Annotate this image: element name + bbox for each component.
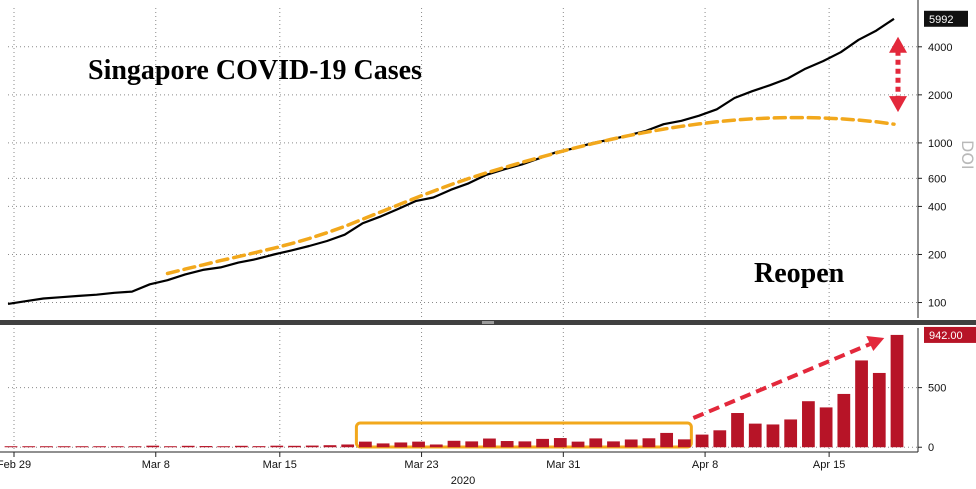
daily-case-bar <box>465 441 479 448</box>
y-tick-label-bottom: 500 <box>928 383 946 395</box>
daily-case-bar <box>252 446 266 448</box>
total-cases-line <box>7 17 895 305</box>
last-value-label-top: 5992 <box>929 14 953 26</box>
y-tick-label-top: 2000 <box>928 90 952 102</box>
daily-case-bar <box>483 438 496 448</box>
daily-case-bar <box>234 445 248 448</box>
x-tick-label: Mar 15 <box>263 459 297 471</box>
daily-case-bar <box>323 445 337 448</box>
y-tick-label-top: 1000 <box>928 138 952 150</box>
daily-case-bar <box>146 445 160 448</box>
chart-title: Singapore COVID-19 Cases <box>88 55 422 86</box>
daily-case-bar <box>766 424 780 448</box>
y-tick-label-top: 200 <box>928 249 946 261</box>
arrow-layer <box>692 36 907 420</box>
daily-case-bar <box>376 443 390 448</box>
daily-case-bar <box>677 439 691 448</box>
daily-case-bar <box>553 438 567 448</box>
daily-case-bar <box>819 407 833 448</box>
daily-case-bar <box>57 446 71 448</box>
x-tick-label: Apr 15 <box>813 459 845 471</box>
daily-case-bar <box>731 413 744 448</box>
daily-case-bar <box>660 432 674 448</box>
daily-case-bar <box>607 441 620 448</box>
bar-layer <box>4 334 904 448</box>
last-value-flag-top <box>924 10 968 27</box>
y-tick-label-top: 4000 <box>928 42 952 54</box>
daily-case-bar <box>4 446 18 448</box>
gap-arrow-head-up <box>889 36 907 53</box>
daily-case-bar <box>110 446 124 448</box>
y-tick-label-top: 100 <box>928 298 946 310</box>
daily-case-bar <box>288 445 301 448</box>
daily-case-bar <box>748 423 762 448</box>
last-value-label-bottom: 942.00 <box>929 330 963 342</box>
daily-case-bar <box>128 446 142 448</box>
separator-grip <box>482 321 494 324</box>
daily-case-bar <box>412 441 425 448</box>
year-label: 2020 <box>451 475 475 487</box>
daily-case-bar <box>500 441 514 448</box>
y-tick-label-top: 400 <box>928 201 946 213</box>
daily-case-bar <box>855 360 868 448</box>
daily-case-bar <box>305 445 319 448</box>
daily-case-bar <box>22 446 36 448</box>
daily-case-bar <box>642 438 656 448</box>
daily-case-bar <box>784 419 798 448</box>
daily-case-bar <box>270 445 284 448</box>
daily-case-bar <box>571 441 585 448</box>
x-tick-label: Feb 29 <box>0 459 31 471</box>
daily-case-bar <box>199 446 213 448</box>
daily-case-bar <box>164 446 177 448</box>
daily-case-bar <box>890 334 904 448</box>
daily-case-bar <box>589 438 603 448</box>
daily-case-bar <box>695 434 709 448</box>
daily-case-bar <box>624 439 638 448</box>
daily-case-bar <box>872 372 886 448</box>
line-layer <box>7 17 896 305</box>
daily-case-bar <box>713 430 727 448</box>
x-tick-label: Mar 31 <box>546 459 580 471</box>
daily-case-bar <box>93 446 106 448</box>
trend-dashed-line <box>165 115 896 276</box>
reopen-annotation: Reopen <box>754 258 845 289</box>
axis-layer: Feb 29 Mar 8 Mar 15 Mar 23 Mar 31 Apr 8 Apr 15… <box>0 0 976 471</box>
y-tick-label-top: 600 <box>928 173 946 185</box>
x-tick-label: Apr 8 <box>692 459 718 471</box>
daily-case-bar <box>359 441 372 448</box>
daily-case-bar <box>394 442 408 448</box>
daily-case-bar <box>341 444 355 448</box>
y-tick-label-bottom: 0 <box>928 442 934 454</box>
daily-case-bar <box>40 446 53 448</box>
daily-case-bar <box>429 444 443 448</box>
daily-case-bar <box>75 446 89 448</box>
rise-arrow-shaft <box>692 342 872 420</box>
ticker-label: DOI <box>958 140 976 170</box>
x-tick-label: Mar 8 <box>142 459 170 471</box>
grid-layer <box>8 8 918 452</box>
daily-case-bar <box>837 393 851 448</box>
daily-case-bar <box>518 441 532 448</box>
x-tick-label: Mar 23 <box>404 459 438 471</box>
daily-case-bar <box>217 446 231 448</box>
rise-arrow-head <box>866 336 885 351</box>
daily-case-bar <box>181 445 195 448</box>
daily-case-bar <box>536 438 549 448</box>
gap-arrow-head-down <box>889 96 907 113</box>
daily-case-bar <box>447 440 461 448</box>
daily-case-bar <box>802 401 815 448</box>
last-value-flag-bottom <box>924 326 976 343</box>
